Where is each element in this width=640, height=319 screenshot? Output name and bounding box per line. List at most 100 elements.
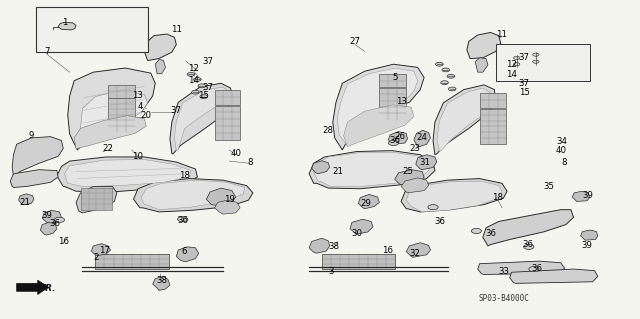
Text: 36: 36: [177, 216, 188, 225]
Text: 6: 6: [182, 247, 188, 256]
Text: 36: 36: [532, 263, 543, 273]
Polygon shape: [414, 130, 431, 147]
Text: 21: 21: [332, 167, 344, 176]
Text: 12: 12: [188, 64, 199, 73]
Polygon shape: [509, 269, 598, 283]
Text: 16: 16: [58, 237, 68, 246]
Polygon shape: [206, 188, 236, 205]
Polygon shape: [344, 105, 414, 147]
Circle shape: [441, 81, 449, 85]
Text: 36: 36: [49, 219, 60, 228]
Text: 36: 36: [486, 229, 497, 238]
Text: 31: 31: [420, 158, 431, 167]
Text: 8: 8: [561, 158, 566, 167]
Text: 8: 8: [247, 158, 253, 167]
Text: 19: 19: [224, 195, 235, 204]
Polygon shape: [406, 243, 431, 257]
Polygon shape: [92, 244, 111, 256]
Circle shape: [198, 84, 205, 88]
Polygon shape: [406, 181, 502, 212]
Circle shape: [513, 63, 520, 66]
Text: 35: 35: [543, 182, 554, 191]
Text: 11: 11: [497, 30, 508, 39]
Text: 37: 37: [171, 106, 182, 115]
Polygon shape: [19, 194, 34, 205]
Text: 3: 3: [329, 267, 334, 276]
Text: 28: 28: [322, 126, 333, 135]
Bar: [67, 22, 105, 29]
Text: 10: 10: [132, 152, 143, 161]
Bar: [214, 106, 240, 140]
Polygon shape: [416, 155, 437, 170]
Bar: [380, 74, 406, 87]
Polygon shape: [10, 170, 58, 188]
Text: 14: 14: [188, 76, 199, 85]
Polygon shape: [40, 222, 57, 235]
Circle shape: [524, 244, 534, 249]
Polygon shape: [350, 219, 373, 234]
Text: 22: 22: [102, 144, 113, 153]
Text: 12: 12: [506, 60, 517, 69]
Polygon shape: [81, 90, 148, 145]
Text: 37: 37: [203, 56, 214, 65]
Polygon shape: [477, 261, 564, 274]
Text: 38: 38: [328, 242, 340, 251]
Polygon shape: [467, 33, 500, 58]
Polygon shape: [170, 83, 232, 154]
Polygon shape: [388, 131, 408, 144]
Text: 24: 24: [417, 133, 428, 142]
Polygon shape: [401, 178, 429, 193]
Bar: [214, 90, 240, 105]
Circle shape: [388, 140, 399, 145]
Circle shape: [187, 72, 195, 76]
Circle shape: [532, 53, 539, 56]
Bar: [479, 109, 506, 144]
Polygon shape: [12, 137, 63, 176]
Circle shape: [532, 60, 539, 63]
Polygon shape: [314, 152, 431, 187]
Text: 33: 33: [499, 267, 509, 276]
Polygon shape: [395, 170, 424, 185]
Circle shape: [436, 62, 444, 66]
Polygon shape: [176, 247, 198, 262]
Circle shape: [447, 74, 455, 78]
Text: 1: 1: [62, 19, 67, 27]
Polygon shape: [333, 64, 424, 150]
Text: 32: 32: [409, 249, 420, 258]
Text: 5: 5: [392, 73, 398, 82]
Circle shape: [513, 56, 520, 59]
Text: 18: 18: [492, 193, 503, 202]
Polygon shape: [401, 179, 507, 212]
Polygon shape: [433, 85, 495, 155]
Bar: [495, 44, 590, 81]
Circle shape: [471, 228, 481, 234]
Polygon shape: [437, 88, 490, 152]
Text: 4: 4: [137, 102, 143, 111]
Circle shape: [177, 217, 188, 222]
Bar: [95, 254, 169, 269]
Text: 27: 27: [349, 38, 360, 47]
Text: 21: 21: [19, 198, 31, 207]
Polygon shape: [76, 187, 117, 213]
Text: 13: 13: [396, 97, 407, 106]
Polygon shape: [475, 58, 488, 72]
Circle shape: [193, 78, 201, 81]
Polygon shape: [214, 200, 240, 214]
Circle shape: [442, 68, 450, 72]
Circle shape: [191, 90, 199, 94]
Text: 15: 15: [198, 92, 209, 100]
Text: 37: 37: [203, 83, 214, 92]
Polygon shape: [174, 87, 229, 151]
Polygon shape: [65, 160, 191, 187]
Text: 14: 14: [506, 70, 517, 79]
Text: 39: 39: [582, 241, 593, 250]
Text: 16: 16: [381, 246, 392, 255]
Text: 36: 36: [390, 136, 401, 145]
Circle shape: [54, 217, 65, 222]
Text: 26: 26: [394, 132, 405, 141]
Polygon shape: [68, 68, 156, 150]
Polygon shape: [134, 179, 253, 212]
Bar: [322, 254, 396, 269]
Polygon shape: [312, 161, 330, 174]
Text: 37: 37: [519, 79, 530, 88]
